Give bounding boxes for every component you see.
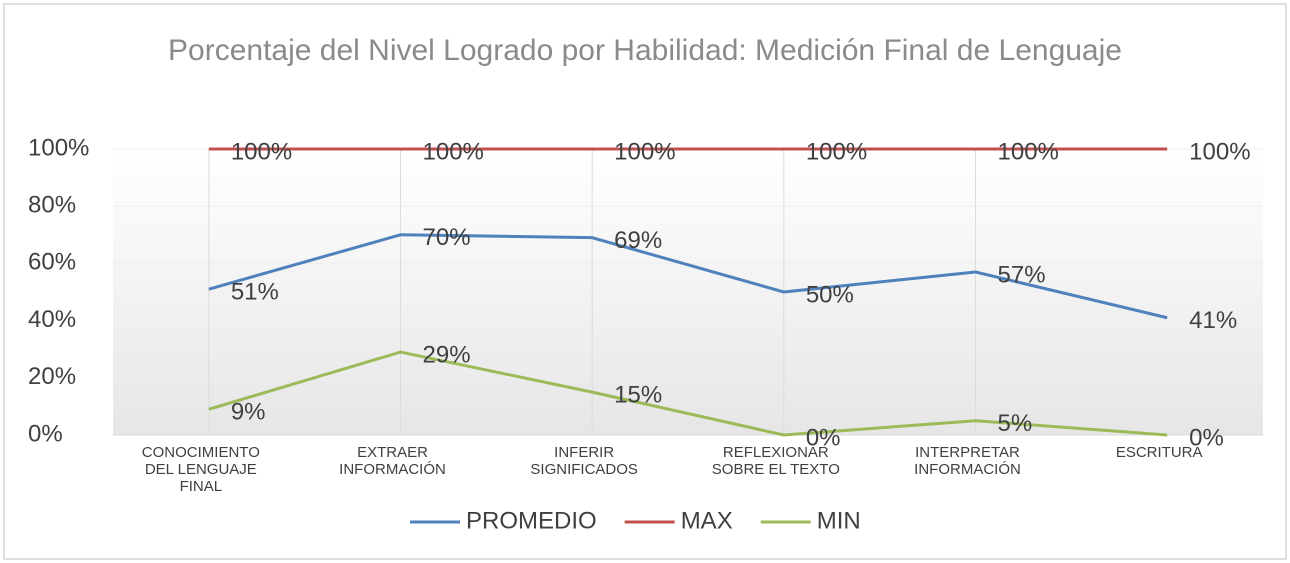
data-label: 0% — [1189, 424, 1224, 451]
text-line: DEL LENGUAJE — [145, 461, 257, 478]
data-label: 50% — [806, 281, 854, 308]
data-label: 41% — [1189, 307, 1237, 334]
data-label: 70% — [423, 224, 471, 251]
x-tick-label: INTERPRETAR INFORMACIÓN — [914, 444, 1021, 478]
text-line: ESCRITURA — [1116, 444, 1203, 461]
y-tick-label: 100% — [28, 134, 89, 161]
data-label: 29% — [423, 341, 471, 368]
text-line: INFERIR — [554, 444, 614, 461]
data-label: 100% — [614, 138, 675, 165]
legend-label: PROMEDIO — [466, 507, 597, 534]
text-line: SIGNIFICADOS — [530, 461, 638, 478]
legend-label: MAX — [681, 507, 733, 534]
text-line: FINAL — [180, 478, 223, 495]
data-label: 51% — [231, 278, 279, 305]
text-line: EXTRAER — [357, 444, 428, 461]
data-label: 15% — [614, 381, 662, 408]
text-line: INFORMACIÓN — [339, 461, 446, 478]
series-line — [208, 233, 1168, 320]
data-label: 0% — [806, 424, 841, 451]
y-tick-label: 60% — [28, 249, 76, 276]
text-line: INTERPRETAR — [915, 444, 1020, 461]
x-tick-label: REFLEXIONAR SOBRE EL TEXTO — [712, 444, 840, 478]
y-tick-label: 80% — [28, 192, 76, 219]
text-line: INFORMACIÓN — [914, 461, 1021, 478]
x-tick-label: EXTRAER INFORMACIÓN — [339, 444, 446, 478]
x-tick-label: ESCRITURA — [1116, 444, 1203, 461]
data-label: 100% — [231, 138, 292, 165]
y-tick-label: 0% — [28, 420, 63, 447]
x-tick-label: CONOCIMIENTO DEL LENGUAJE FINAL — [142, 444, 260, 495]
y-tick-label: 20% — [28, 363, 76, 390]
plot-area — [113, 149, 1263, 435]
x-tick-label: INFERIR SIGNIFICADOS — [530, 444, 638, 478]
series-line — [208, 350, 1168, 437]
text-line: Porcentaje del Nivel Logrado por Habilid… — [168, 34, 1122, 67]
data-label: 100% — [806, 138, 867, 165]
data-label: 9% — [231, 399, 266, 426]
text-line: REFLEXIONAR — [723, 444, 829, 461]
text-line: SOBRE EL TEXTO — [712, 461, 840, 478]
chart-title: Porcentaje del Nivel Logrado por Habilid… — [168, 34, 1122, 67]
y-tick-label: 40% — [28, 306, 76, 333]
data-label: 100% — [423, 138, 484, 165]
text-line: CONOCIMIENTO — [142, 444, 260, 461]
data-label: 69% — [614, 227, 662, 254]
data-label: 5% — [998, 410, 1033, 437]
legend-label: MIN — [817, 507, 861, 534]
data-label: 100% — [998, 138, 1059, 165]
data-label: 57% — [998, 261, 1046, 288]
data-label: 100% — [1189, 138, 1250, 165]
